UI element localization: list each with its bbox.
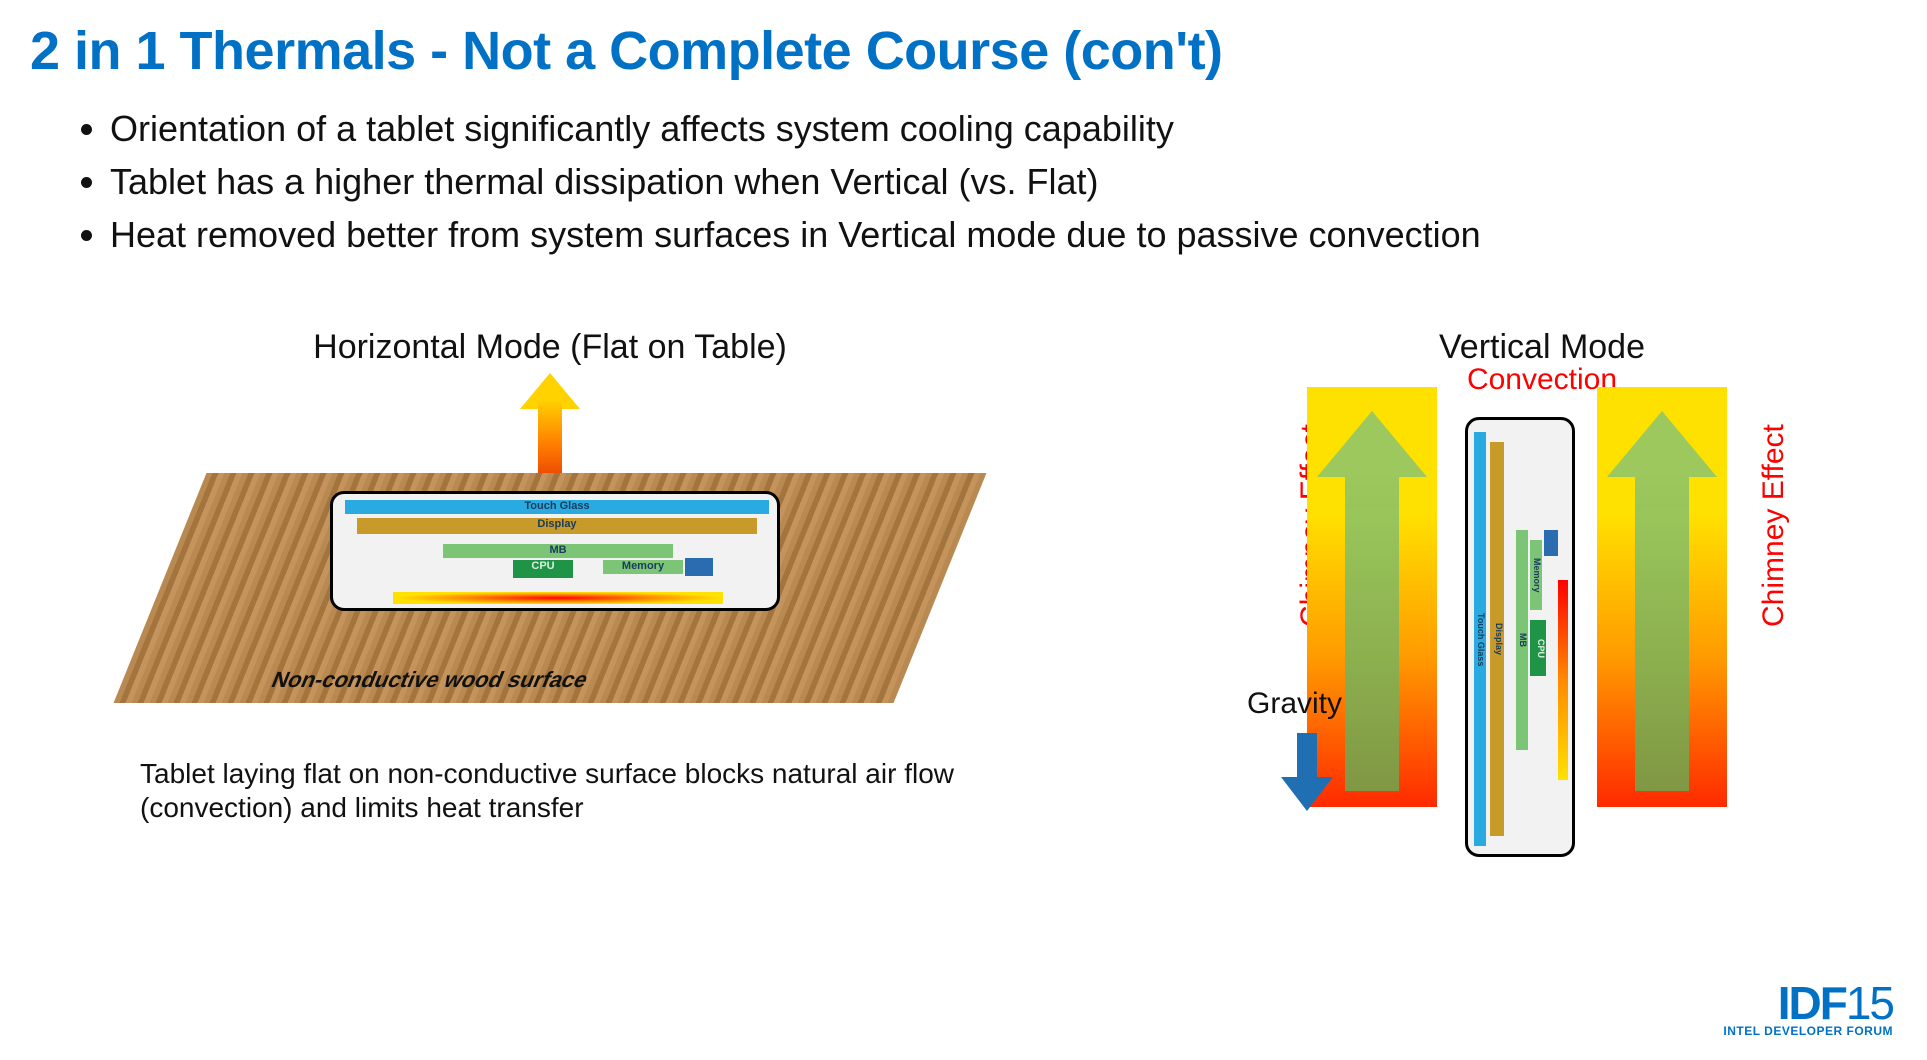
gravity-label: Gravity bbox=[1247, 687, 1342, 721]
convection-arrow-right-icon bbox=[1607, 411, 1717, 791]
idf-logo: IDF15 INTEL DEVELOPER FORUM bbox=[1723, 983, 1893, 1038]
vheat-bar bbox=[1558, 580, 1568, 780]
heat-column-right bbox=[1597, 387, 1727, 807]
vlayer-memory: Memory bbox=[1530, 540, 1542, 610]
vlayer-cpu: CPU bbox=[1530, 620, 1546, 676]
bullet-list: Orientation of a tablet significantly af… bbox=[30, 106, 1897, 258]
bullet-item: Tablet has a higher thermal dissipation … bbox=[110, 159, 1897, 206]
logo-idf-text: IDF bbox=[1778, 977, 1846, 1029]
tablet-vertical: Touch Glass Display MB CPU Memory bbox=[1465, 417, 1575, 857]
slide-title: 2 in 1 Thermals - Not a Complete Course … bbox=[30, 20, 1897, 82]
layer-display: Display bbox=[357, 518, 757, 534]
gravity-arrow-icon bbox=[1287, 733, 1327, 813]
horizontal-diagram: Non-conductive wood surface Touch Glass … bbox=[140, 373, 960, 743]
vlayer-mb: MB bbox=[1516, 530, 1528, 750]
vertical-mode-heading: Vertical Mode bbox=[1267, 328, 1817, 367]
horizontal-mode-panel: Horizontal Mode (Flat on Table) Non-cond… bbox=[140, 328, 960, 824]
slide: 2 in 1 Thermals - Not a Complete Course … bbox=[0, 0, 1927, 937]
layer-cpu: CPU bbox=[513, 560, 573, 578]
layer-mb: MB bbox=[443, 544, 673, 558]
layer-chip bbox=[685, 558, 713, 576]
bullet-item: Orientation of a tablet significantly af… bbox=[110, 106, 1897, 153]
diagram-row: Horizontal Mode (Flat on Table) Non-cond… bbox=[30, 318, 1897, 907]
tablet-horizontal: Touch Glass Display MB CPU Memory bbox=[330, 491, 780, 611]
logo-subtitle: INTEL DEVELOPER FORUM bbox=[1723, 1024, 1893, 1038]
heat-bar bbox=[393, 592, 723, 604]
bullet-item: Heat removed better from system surfaces… bbox=[110, 212, 1897, 259]
horizontal-caption: Tablet laying flat on non-conductive sur… bbox=[140, 757, 960, 824]
vertical-mode-panel: Vertical Mode Convection Chimney Effect … bbox=[1177, 328, 1817, 907]
convection-arrow-left-icon bbox=[1317, 411, 1427, 791]
layer-memory: Memory bbox=[603, 560, 683, 574]
horizontal-mode-heading: Horizontal Mode (Flat on Table) bbox=[140, 328, 960, 367]
vlayer-display: Display bbox=[1490, 442, 1504, 836]
wood-surface-label: Non-conductive wood surface bbox=[268, 667, 593, 693]
vertical-diagram: Chimney Effect Chimney Effect Touch Glas… bbox=[1177, 387, 1817, 907]
logo-year: 15 bbox=[1846, 977, 1893, 1029]
layer-touch-glass: Touch Glass bbox=[345, 500, 769, 514]
vlayer-chip bbox=[1544, 530, 1558, 556]
chimney-effect-right-label: Chimney Effect bbox=[1757, 425, 1791, 628]
vlayer-touch-glass: Touch Glass bbox=[1474, 432, 1486, 846]
